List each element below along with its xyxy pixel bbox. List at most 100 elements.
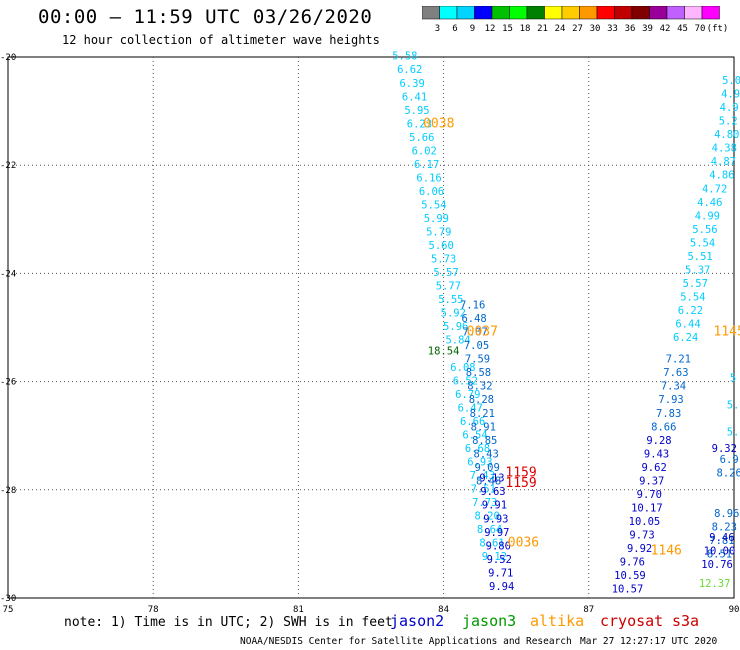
wave-height-point: 6.08 [450,362,475,374]
wave-height-point: 5.54 [680,291,705,303]
wave-height-point: 5.56 [692,224,717,236]
wave-height-point: 6.22 [678,305,703,317]
colorbar-swatch [701,6,720,20]
footer-credit: NOAA/NESDIS Center for Satellite Applica… [240,636,572,647]
wave-height-point: 7.63 [663,367,688,379]
x-tick-label: 87 [583,605,594,615]
legend-entry: s3a [672,612,699,630]
wave-height-point: 8.66 [651,421,676,433]
wave-height-point: 4.9 [720,102,739,114]
wave-height-point: 6.47 [458,402,483,414]
wave-height-point: 5.57 [433,267,458,279]
plot-frame [7,56,735,599]
wave-height-point: 5.54 [421,199,446,211]
wave-height-point: 0037 [467,325,498,340]
wave-height-point: 5.84 [445,335,470,347]
legend-entry: altika [530,612,584,630]
wave-height-point: 8.21 [470,408,495,420]
wave-height-point: 8.32 [467,381,492,393]
wave-height-point: 9.28 [646,435,671,447]
wave-height-point: 6.54 [462,429,487,441]
wave-height-point: 9.37 [639,475,664,487]
wave-height-point: 9.43 [644,448,669,460]
chart-subtitle: 12 hour collection of altimeter wave hei… [62,33,380,47]
wave-height-point: 7.05 [464,340,489,352]
wave-height-point: 5.51 [687,251,712,263]
wave-height-point: 8.96 [714,508,739,520]
wave-height-point: 6.79 [455,389,480,401]
wave-height-point: 4.86 [709,170,734,182]
wave-height-point: 9.94 [489,581,514,593]
wave-height-point: 10.76 [701,559,733,571]
wave-height-point: 9.52 [487,554,512,566]
wave-height-point: 5.79 [426,227,451,239]
wave-height-point: 9.12 [482,551,507,563]
x-tick-label: 75 [3,605,14,615]
wave-height-point: 5.77 [436,281,461,293]
wave-height-point: 7.21 [666,354,691,366]
wave-height-point: 4.9 [721,89,740,101]
wave-height-point: 1159 [505,476,536,491]
wave-height-point: 8.64 [477,524,502,536]
wave-height-point: 6.02 [412,145,437,157]
colorbar [422,6,720,20]
wave-height-point: 9.70 [637,489,662,501]
wave-height-point: 8.58 [466,367,491,379]
wave-height-point: 9.13 [479,473,504,485]
y-tick-label: -20 [0,53,16,63]
wave-height-point: 6.62 [397,64,422,76]
chart-title: 00:00 – 11:59 UTC 03/26/2020 [38,6,373,28]
wave-height-point: 8.26 [717,467,740,479]
wave-height-point: 5.58 [392,51,417,63]
y-tick-label: -24 [0,269,16,279]
wave-height-point: 9.62 [641,462,666,474]
wave-height-point: 4.38 [712,143,737,155]
wave-height-point: 7.16 [460,300,485,312]
legend-entry: jason3 [462,612,516,630]
wave-height-point: 5.0 [722,75,740,87]
wave-height-point: 6.48 [461,313,486,325]
wave-height-point: 9.71 [488,567,513,579]
wave-height-point: 6.23 [407,118,432,130]
wave-height-point: 8.85 [472,435,497,447]
wave-height-point: 10.17 [631,502,663,514]
wave-height-point: 5.2 [719,116,738,128]
wave-height-point: 7.59 [465,354,490,366]
wave-height-point: 9.91 [482,500,507,512]
wave-height-point: 1146 [651,544,682,559]
wave-height-point: 7.73 [472,497,497,509]
wave-height-point: 8.20 [475,511,500,523]
wave-height-point: 7.93 [658,394,683,406]
wave-height-point: 6.39 [399,78,424,90]
wave-height-point: 10.59 [614,570,646,582]
footer-note: note: 1) Time is in UTC; 2) SWH is in fe… [64,615,393,630]
wave-height-point: 9.93 [483,513,508,525]
y-tick-label: -28 [0,486,16,496]
wave-height-point: 9.63 [480,486,505,498]
wave-height-point: 7.34 [661,381,686,393]
wave-height-point: 5.73 [431,254,456,266]
wave-height-point: 6.66 [460,416,485,428]
y-tick-label: -30 [0,594,16,604]
wave-height-point: 5.92 [441,308,466,320]
wave-height-point: 10.05 [629,516,661,528]
wave-height-point: 6.93 [467,456,492,468]
wave-height-point: 8.61 [479,538,504,550]
wave-height-point: 9.46 [709,532,734,544]
wave-height-point: 8.51 [707,548,732,560]
wave-height-point: 0036 [508,536,539,551]
wave-height-point: 7.81 [709,535,734,547]
wave-height-point: 5.54 [690,237,715,249]
wave-height-point: 6.16 [416,172,441,184]
wave-height-point: 7.51 [471,484,496,496]
wave-height-point: 4.80 [714,129,739,141]
legend-entry: cryosat [600,612,663,630]
wave-height-point: 1159 [505,465,536,480]
wave-height-point: 9.73 [629,529,654,541]
wave-height-point: 6.06 [419,186,444,198]
wave-height-point: 8.43 [474,448,499,460]
wave-height-point: 5.57 [683,278,708,290]
wave-height-point: 18.54 [428,346,460,358]
wave-height-point: 9.32 [712,443,737,455]
